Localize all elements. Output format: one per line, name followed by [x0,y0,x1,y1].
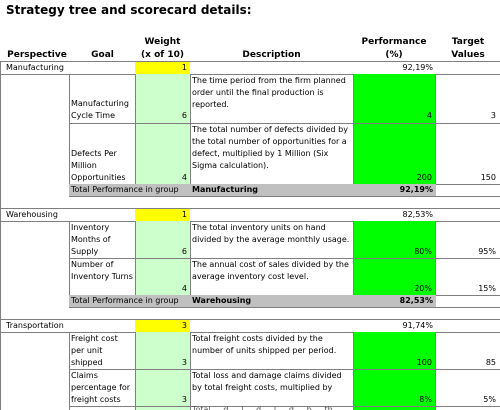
total-row [69,295,436,307]
sheet-title: Strategy tree and scorecard details: [6,3,252,17]
header-target-line1: Target [451,37,485,47]
performance-column-shade [353,74,435,184]
goal-description[interactable]: The total number of defects divided by t… [192,125,348,170]
goal-description[interactable]: Total loss and damage claims divided by … [192,371,342,392]
performance-column-shade [353,332,435,410]
goal-cell[interactable]: Freight cost per unit shipped [71,334,118,367]
header-description: Description [242,50,301,60]
total-label: Total Performance in group [71,185,179,194]
goal-target[interactable]: 5% [483,395,496,404]
goal-weight[interactable]: 3 [181,395,187,404]
goal-description[interactable]: The annual cost of sales divided by the … [192,260,349,281]
goal-weight[interactable]: 6 [181,111,187,120]
goal-description[interactable]: Total ... d ... l ... d ... l ... d ... … [192,405,333,410]
goal-weight[interactable]: 3 [181,358,187,367]
weight-column-shade [135,332,190,410]
weight-column-shade [135,74,190,184]
group-perspective[interactable]: Warehousing [6,210,58,219]
total-group-name: Manufacturing [192,185,258,194]
header-perspective: Perspective [7,50,67,60]
header-weight-line1: Weight [144,37,181,47]
group-weight-cell[interactable]: 1 [135,209,190,221]
group-performance[interactable]: 91,74% [402,321,433,330]
group-weight-cell[interactable]: 1 [135,62,190,74]
header-target-line2: Values [451,50,485,60]
total-value: 82,53% [399,296,433,305]
goal-cell[interactable]: Manufacturing Cycle Time [71,99,129,120]
group-performance[interactable]: 92,19% [402,63,433,72]
goal-weight[interactable]: 4 [181,173,187,182]
goal-cell[interactable]: Claims percentage for freight costs [71,371,131,404]
goal-description[interactable]: The total inventory units on hand divide… [192,223,350,244]
goal-cell[interactable]: Defects Per Million Opportunities [71,149,126,182]
goal-performance[interactable]: 100 [416,358,432,367]
goal-target[interactable]: 95% [478,247,496,256]
header-performance-line1: Performance [361,37,427,47]
goal-performance[interactable]: 20% [414,284,432,293]
goal-performance[interactable]: 8% [419,395,432,404]
header-goal: Goal [91,50,114,60]
group-perspective[interactable]: Manufacturing [6,63,64,72]
goal-target[interactable]: 85 [485,358,496,367]
group-performance[interactable]: 82,53% [402,210,433,219]
goal-weight[interactable]: 4 [181,284,187,293]
goal-performance[interactable]: 80% [414,247,432,256]
goal-cell[interactable]: Inventory Months of Supply [71,223,111,256]
goal-performance[interactable]: 200 [416,173,432,182]
goal-cell[interactable]: Number of Inventory Turns [71,260,133,281]
header-weight-line2: (x of 10) [141,50,184,60]
group-perspective[interactable]: Transportation [6,321,64,330]
total-row [69,184,436,196]
goal-description[interactable]: Total freight costs divided by the numbe… [192,334,337,355]
group-weight-cell[interactable]: 3 [135,320,190,332]
total-label: Total Performance in group [71,296,179,305]
header-performance-line2: (%) [385,50,403,60]
goal-target[interactable]: 3 [490,111,496,120]
total-group-name: Warehousing [192,296,252,305]
goal-target[interactable]: 150 [480,173,496,182]
goal-weight[interactable]: 6 [181,247,187,256]
goal-performance[interactable]: 4 [426,111,432,120]
total-value: 92,19% [399,185,433,194]
goal-description[interactable]: The time period from the firm planned or… [192,76,346,109]
goal-target[interactable]: 15% [478,284,496,293]
